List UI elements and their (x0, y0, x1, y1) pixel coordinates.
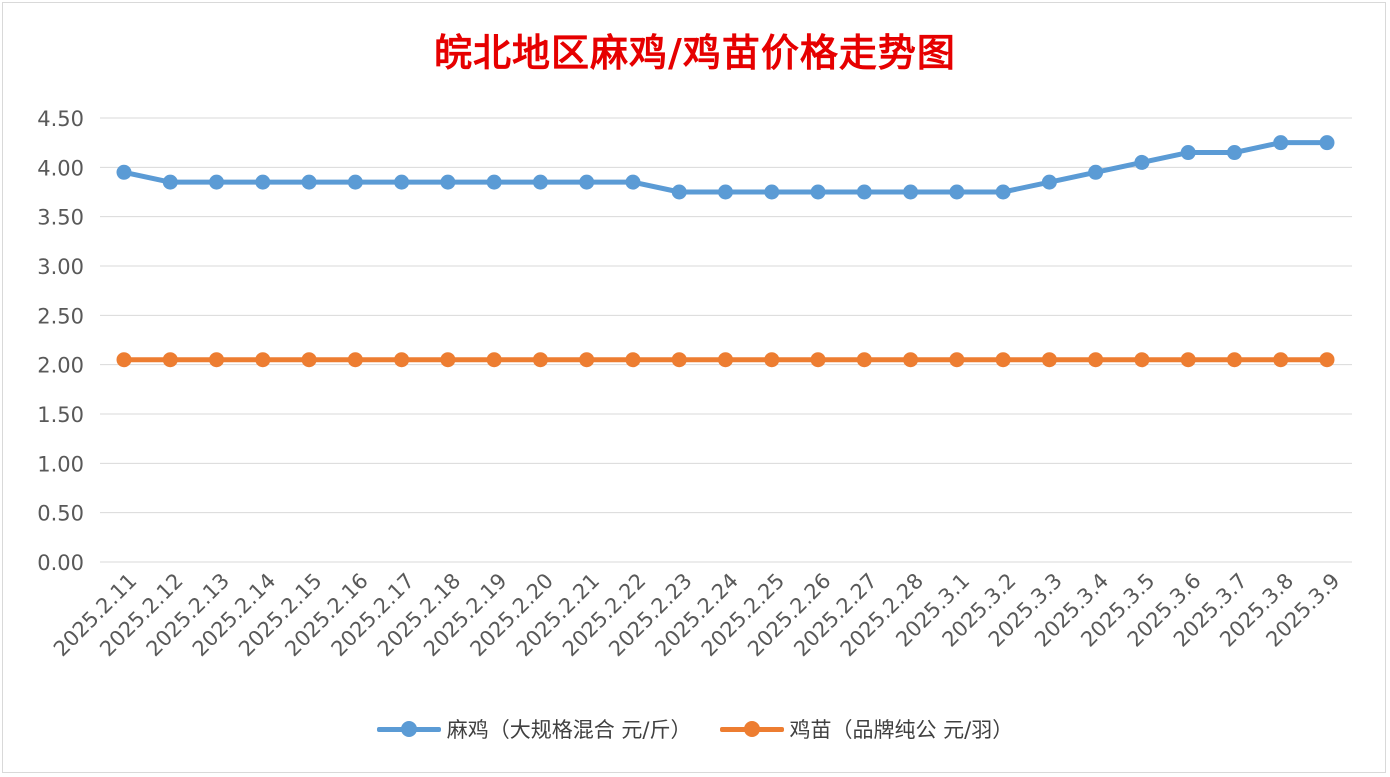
data-point (764, 184, 780, 200)
data-point (625, 352, 641, 368)
y-tick-label: 2.00 (37, 354, 84, 378)
data-point (116, 164, 132, 180)
data-point (671, 184, 687, 200)
y-tick-label: 1.00 (37, 452, 84, 476)
data-point (209, 174, 225, 190)
data-point (1226, 352, 1242, 368)
data-point (255, 352, 271, 368)
data-point (255, 174, 271, 190)
data-point (440, 174, 456, 190)
data-point (1180, 145, 1196, 161)
legend-swatch-series-1 (376, 719, 441, 739)
data-point (532, 352, 548, 368)
data-point (949, 352, 965, 368)
data-point (1134, 154, 1150, 170)
data-point (1319, 352, 1335, 368)
y-tick-label: 3.00 (37, 255, 84, 279)
data-point (162, 352, 178, 368)
chart-title: 皖北地区麻鸡/鸡苗价格走势图 (434, 30, 956, 75)
data-point (856, 184, 872, 200)
data-point (718, 352, 733, 368)
legend-label-series-2: 鸡苗（品牌纯公 元/羽） (789, 718, 1014, 742)
legend: 麻鸡（大规格混合 元/斤） 鸡苗（品牌纯公 元/羽） (0, 714, 1390, 744)
y-tick-label: 4.50 (37, 107, 84, 131)
y-tick-label: 0.00 (37, 551, 84, 575)
data-point (347, 352, 363, 368)
data-point (1180, 352, 1196, 368)
data-point (532, 174, 548, 190)
data-point (671, 352, 687, 368)
data-point (301, 352, 317, 368)
data-point (486, 352, 502, 368)
data-point (1319, 135, 1335, 151)
data-point (1273, 352, 1289, 368)
y-tick-label: 3.50 (37, 206, 84, 230)
legend-item-series-1: 麻鸡（大规格混合 元/斤） (376, 714, 692, 744)
data-point (995, 184, 1011, 200)
data-point (810, 352, 826, 368)
data-point (1273, 135, 1289, 151)
data-point (995, 352, 1011, 368)
y-tick-label: 0.50 (37, 502, 84, 526)
data-point (440, 352, 456, 368)
data-point (301, 174, 317, 190)
data-point (1134, 352, 1150, 368)
data-point (764, 352, 780, 368)
data-point (579, 174, 595, 190)
data-point (116, 352, 132, 368)
data-point (810, 184, 826, 200)
legend-label-series-1: 麻鸡（大规格混合 元/斤） (446, 718, 692, 742)
data-point (1226, 145, 1242, 161)
data-point (162, 174, 178, 190)
data-point (209, 352, 225, 368)
y-tick-label: 4.00 (37, 156, 84, 180)
data-point (486, 174, 502, 190)
data-point (903, 352, 919, 368)
data-point (1088, 352, 1104, 368)
legend-item-series-2: 鸡苗（品牌纯公 元/羽） (719, 714, 1014, 744)
legend-swatch-series-2 (719, 719, 784, 739)
data-point (625, 174, 641, 190)
data-point (856, 352, 872, 368)
y-tick-label: 1.50 (37, 403, 84, 427)
data-point (1041, 174, 1057, 190)
data-point (394, 352, 410, 368)
data-point (718, 184, 733, 200)
y-tick-label: 2.50 (37, 304, 84, 328)
data-point (949, 184, 965, 200)
data-point (1041, 352, 1057, 368)
data-point (579, 352, 595, 368)
data-point (394, 174, 410, 190)
data-point (347, 174, 363, 190)
data-point (1088, 164, 1104, 180)
data-point (903, 184, 919, 200)
